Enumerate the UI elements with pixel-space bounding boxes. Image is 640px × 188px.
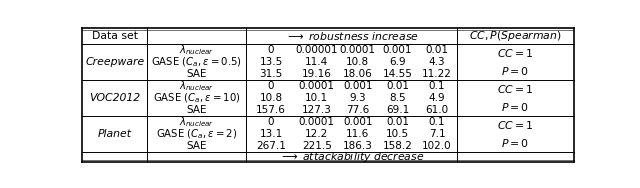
Text: 4.3: 4.3	[429, 57, 445, 67]
Text: 13.1: 13.1	[259, 129, 283, 139]
Text: 14.55: 14.55	[383, 69, 412, 79]
Text: SAE: SAE	[186, 141, 207, 151]
Text: 0.01: 0.01	[426, 45, 449, 55]
Text: 158.2: 158.2	[383, 141, 412, 151]
Text: 11.4: 11.4	[305, 57, 328, 67]
Text: $\lambda_{nuclear}$: $\lambda_{nuclear}$	[179, 79, 214, 93]
Text: 11.6: 11.6	[346, 129, 369, 139]
Text: 11.22: 11.22	[422, 69, 452, 79]
Text: 12.2: 12.2	[305, 129, 328, 139]
Text: 61.0: 61.0	[426, 105, 449, 115]
Text: 10.5: 10.5	[386, 129, 409, 139]
Text: SAE: SAE	[186, 105, 207, 115]
Text: 8.5: 8.5	[389, 93, 406, 103]
Text: Planet: Planet	[98, 129, 132, 139]
Text: 267.1: 267.1	[256, 141, 286, 151]
Text: $\longrightarrow$ robustness increase: $\longrightarrow$ robustness increase	[285, 30, 419, 42]
Text: $CC, P(\mathit{Spearman})$: $CC, P(\mathit{Spearman})$	[469, 29, 561, 43]
Text: 186.3: 186.3	[343, 141, 372, 151]
Text: 0.001: 0.001	[343, 81, 372, 91]
Text: 0.0001: 0.0001	[340, 45, 376, 55]
Text: 31.5: 31.5	[259, 69, 283, 79]
Text: 0: 0	[268, 81, 274, 91]
Text: $\lambda_{nuclear}$: $\lambda_{nuclear}$	[179, 43, 214, 57]
Text: $\longrightarrow$ attackability decrease: $\longrightarrow$ attackability decrease	[279, 150, 424, 164]
Text: 10.8: 10.8	[259, 93, 282, 103]
Text: 0.001: 0.001	[383, 45, 412, 55]
Text: SAE: SAE	[186, 69, 207, 79]
Text: 0.01: 0.01	[386, 117, 409, 127]
Text: 13.5: 13.5	[259, 57, 283, 67]
Text: 6.9: 6.9	[389, 57, 406, 67]
Text: 0.01: 0.01	[386, 81, 409, 91]
Text: 221.5: 221.5	[302, 141, 332, 151]
Text: 0.0001: 0.0001	[299, 81, 335, 91]
Text: 102.0: 102.0	[422, 141, 452, 151]
Text: GASE $(C_a, \varepsilon = 0.5)$: GASE $(C_a, \varepsilon = 0.5)$	[151, 55, 242, 69]
Text: 10.8: 10.8	[346, 57, 369, 67]
Text: $CC = 1$
$P = 0$: $CC = 1$ $P = 0$	[497, 119, 534, 149]
Text: 0.00001: 0.00001	[296, 45, 338, 55]
Text: Data set: Data set	[92, 31, 138, 41]
Text: 157.6: 157.6	[256, 105, 286, 115]
Text: GASE $(C_a, \varepsilon = 2)$: GASE $(C_a, \varepsilon = 2)$	[156, 127, 237, 140]
Text: 7.1: 7.1	[429, 129, 445, 139]
Text: 0.001: 0.001	[343, 117, 372, 127]
Text: 0: 0	[268, 45, 274, 55]
Text: VOC2012: VOC2012	[89, 93, 140, 103]
Text: $CC = 1$
$P = 0$: $CC = 1$ $P = 0$	[497, 47, 534, 77]
Text: 18.06: 18.06	[343, 69, 372, 79]
Text: 19.16: 19.16	[302, 69, 332, 79]
Text: 69.1: 69.1	[386, 105, 409, 115]
Text: 0: 0	[268, 117, 274, 127]
Text: 0.1: 0.1	[429, 81, 445, 91]
Text: 0.0001: 0.0001	[299, 117, 335, 127]
Text: 127.3: 127.3	[302, 105, 332, 115]
Text: 9.3: 9.3	[349, 93, 366, 103]
Text: Creepware: Creepware	[85, 57, 145, 67]
Text: 4.9: 4.9	[429, 93, 445, 103]
Text: 77.6: 77.6	[346, 105, 369, 115]
Text: 10.1: 10.1	[305, 93, 328, 103]
Text: $CC = 1$
$P = 0$: $CC = 1$ $P = 0$	[497, 83, 534, 113]
Text: GASE $(C_a, \varepsilon = 10)$: GASE $(C_a, \varepsilon = 10)$	[153, 91, 241, 105]
Text: $\lambda_{nuclear}$: $\lambda_{nuclear}$	[179, 115, 214, 129]
Text: 0.1: 0.1	[429, 117, 445, 127]
